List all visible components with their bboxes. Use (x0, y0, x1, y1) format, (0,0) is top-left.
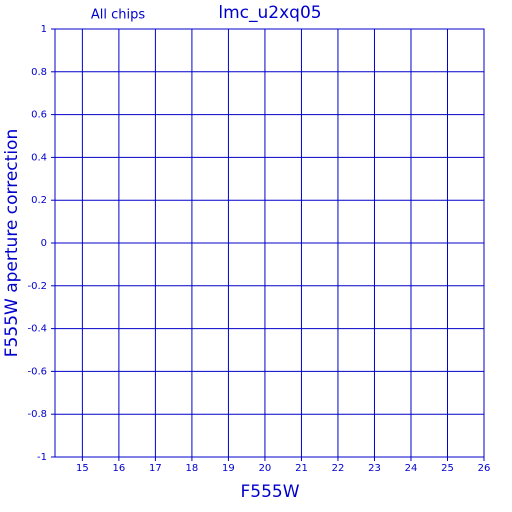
x-tick-label: 16 (113, 463, 126, 474)
y-tick-label: -0.6 (27, 366, 47, 377)
x-tick-label: 20 (259, 463, 272, 474)
x-axis-label: F555W (240, 482, 299, 502)
y-tick-label: 0.6 (31, 110, 47, 121)
y-axis-label: F555W aperture correction (2, 129, 22, 357)
x-tick-label: 23 (368, 463, 381, 474)
y-tick-label: 0.4 (31, 152, 47, 163)
y-tick-label: 0.2 (31, 195, 47, 206)
x-tick-label: 15 (76, 463, 89, 474)
x-tick-label: 18 (186, 463, 199, 474)
x-tick-label: 24 (405, 463, 418, 474)
x-tick-label: 19 (222, 463, 235, 474)
y-tick-label: -0.2 (27, 281, 47, 292)
x-tick-label: 21 (295, 463, 308, 474)
x-tick-label: 25 (441, 463, 454, 474)
y-tick-label: -1 (37, 452, 47, 463)
x-tick-label: 26 (478, 463, 491, 474)
annotation: All chips (91, 8, 145, 23)
x-tick-label: 22 (332, 463, 345, 474)
y-tick-label: -0.8 (27, 409, 47, 420)
chart-title: lmc_u2xq05 (218, 3, 321, 23)
x-tick-label: 17 (149, 463, 162, 474)
y-tick-label: -0.4 (27, 324, 47, 335)
y-tick-label: 0 (41, 238, 47, 249)
y-tick-label: 1 (41, 24, 47, 35)
y-tick-label: 0.8 (31, 67, 47, 78)
